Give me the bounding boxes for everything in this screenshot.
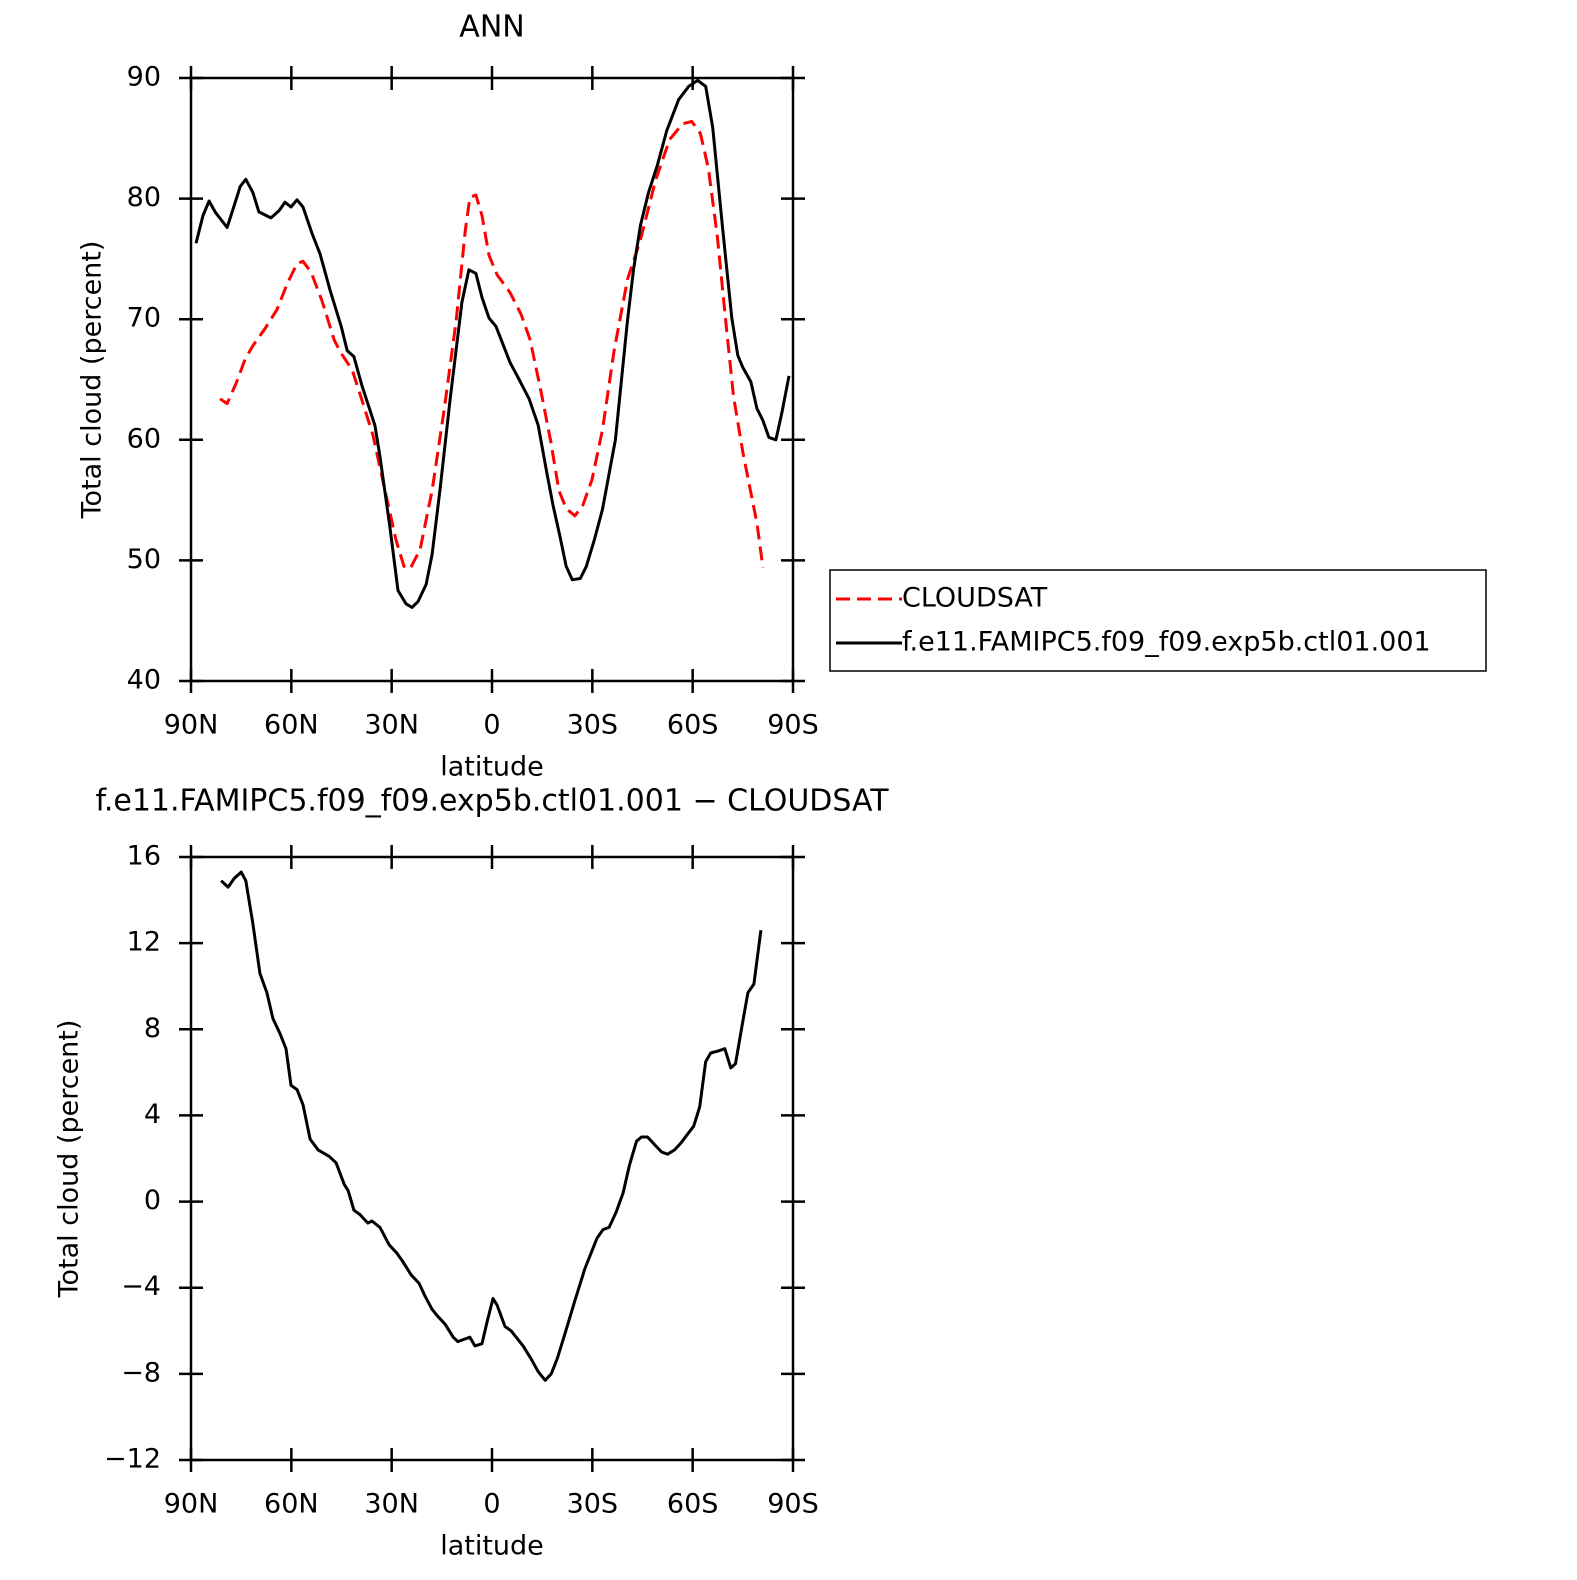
y-tick-label: 40 bbox=[127, 665, 161, 696]
y-tick-label: 8 bbox=[144, 1013, 161, 1044]
y-tick-label: −12 bbox=[104, 1444, 161, 1475]
x-tick-label: 60S bbox=[667, 710, 719, 741]
y-tick-label: 4 bbox=[144, 1099, 161, 1130]
x-tick-label: 90S bbox=[767, 710, 819, 741]
plot-frame bbox=[189, 76, 795, 683]
y-tick-label: 70 bbox=[127, 303, 161, 334]
x-tick-label: 90S bbox=[767, 1489, 819, 1520]
y-tick-label: 50 bbox=[127, 544, 161, 575]
x-tick-label: 90N bbox=[164, 1489, 219, 1520]
chart-title: f.e11.FAMIPC5.f09_f09.exp5b.ctl01.001 − … bbox=[95, 784, 889, 819]
y-tick-label: −8 bbox=[121, 1357, 161, 1388]
legend-label: f.e11.FAMIPC5.f09_f09.exp5b.ctl01.001 bbox=[902, 627, 1431, 658]
x-tick-label: 30S bbox=[567, 710, 619, 741]
x-tick-label: 90N bbox=[164, 710, 219, 741]
x-tick-label: 30S bbox=[567, 1489, 619, 1520]
y-tick-label: 90 bbox=[127, 62, 161, 93]
x-axis-label: latitude bbox=[440, 1531, 544, 1562]
legend-label: CLOUDSAT bbox=[902, 583, 1048, 614]
x-tick-label: 30N bbox=[364, 710, 419, 741]
data-line bbox=[219, 119, 765, 571]
legend-box bbox=[829, 569, 1487, 672]
x-tick-label: 60S bbox=[667, 1489, 719, 1520]
y-tick-label: 0 bbox=[144, 1185, 161, 1216]
x-tick-label: 30N bbox=[364, 1489, 419, 1520]
x-tick-label: 60N bbox=[264, 1489, 319, 1520]
y-axis-label: Total cloud (percent) bbox=[54, 1020, 85, 1299]
y-tick-label: 12 bbox=[127, 927, 161, 958]
y-axis-label: Total cloud (percent) bbox=[77, 241, 108, 520]
chart-title: ANN bbox=[459, 10, 524, 45]
x-tick-label: 0 bbox=[483, 710, 500, 741]
y-tick-label: 60 bbox=[127, 423, 161, 454]
data-line bbox=[220, 870, 763, 1382]
x-tick-label: 60N bbox=[264, 710, 319, 741]
y-tick-label: −4 bbox=[121, 1271, 161, 1302]
plot-frame bbox=[189, 855, 795, 1462]
y-tick-label: 80 bbox=[127, 182, 161, 213]
data-line bbox=[194, 78, 791, 609]
x-tick-label: 0 bbox=[483, 1489, 500, 1520]
y-tick-label: 16 bbox=[127, 841, 161, 872]
x-axis-label: latitude bbox=[440, 752, 544, 783]
